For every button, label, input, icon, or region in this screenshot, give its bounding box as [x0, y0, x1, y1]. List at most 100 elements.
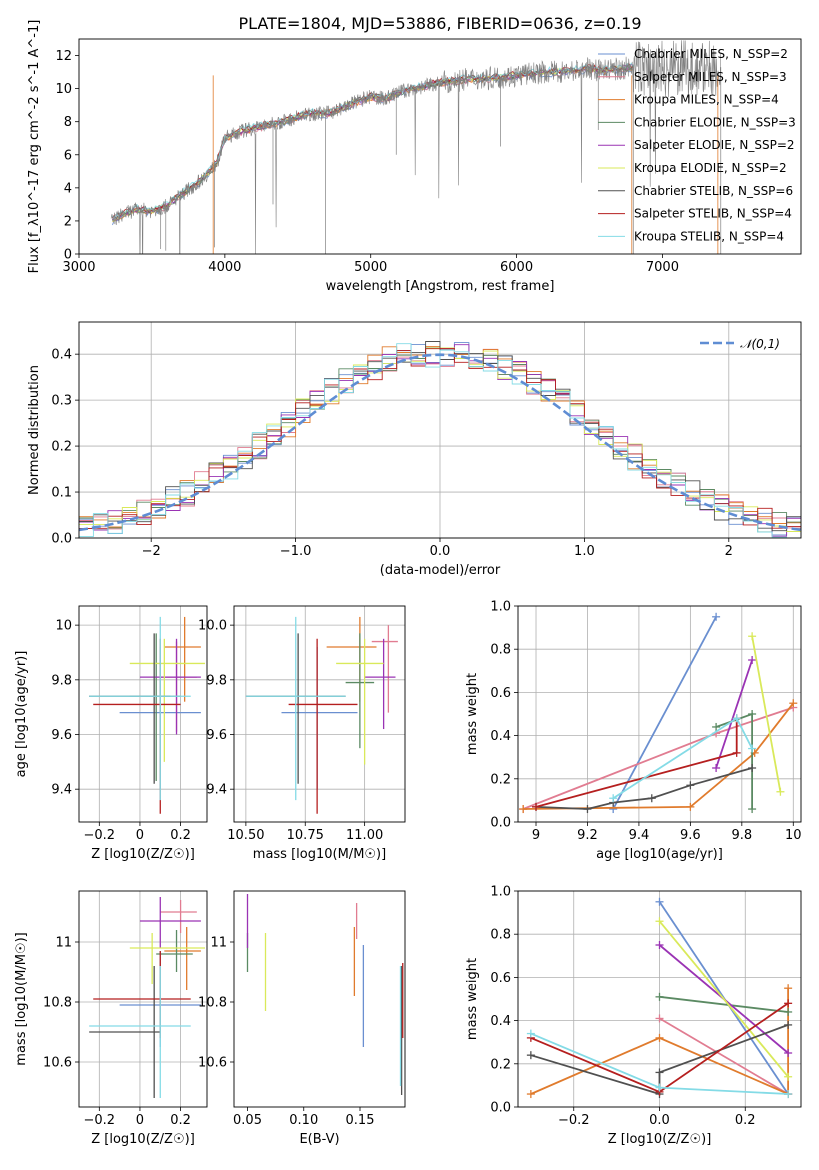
y-tick-label: 0.4 — [51, 348, 72, 363]
model-spectrum-line — [112, 62, 634, 220]
axes-frame — [78, 605, 208, 823]
y-tick-label: 0.8 — [490, 643, 511, 658]
x-tick-label: 0.2 — [735, 1113, 756, 1128]
plot-area — [89, 616, 205, 814]
plot-area — [526, 897, 793, 1099]
x-tick-label: 9.6 — [680, 828, 701, 843]
x-tick-label: 0.0 — [649, 1113, 670, 1128]
x-tick-label: 9.4 — [629, 828, 650, 843]
legend-label: Chabrier STELIB, N_SSP=6 — [634, 184, 793, 198]
x-axis-label: mass [log10(M/M☉)] — [253, 847, 386, 862]
x-axis-label: Z [log10(Z/Z☉)] — [91, 847, 195, 862]
legend-label: Chabrier ELODIE, N_SSP=3 — [634, 115, 796, 129]
x-axis-label: age [log10(age/yr)] — [596, 847, 723, 862]
y-tick-label: 10.8 — [43, 996, 72, 1011]
y-tick-label: 6 — [64, 148, 72, 163]
x-tick-label: 0.15 — [346, 1113, 375, 1128]
model-spectrum-line — [112, 64, 634, 222]
y-tick-label: 9.8 — [206, 673, 227, 688]
y-tick-label: 10.6 — [43, 1056, 72, 1071]
x-tick-label: 3000 — [62, 260, 95, 275]
y-tick-label: 0.2 — [51, 440, 72, 455]
plot-area — [246, 894, 404, 1095]
y-tick-label: 0.0 — [490, 816, 511, 831]
gaussian-reference-line — [79, 353, 801, 532]
weight-line — [530, 988, 789, 1096]
mass-vs-ebv-panel: 0.05 0.10 0.15 10.6 10.8 11 E(B-V) — [198, 890, 406, 1147]
y-tick-label: 0 — [64, 248, 72, 263]
weight-line — [612, 616, 717, 810]
weight-line — [658, 920, 789, 1078]
y-tick-label: 0.2 — [490, 1057, 511, 1072]
plot-area — [519, 612, 798, 814]
y-tick-label: 10 — [55, 82, 72, 97]
y-tick-label: 9.6 — [51, 728, 72, 743]
x-tick-label: −0.2 — [84, 828, 116, 843]
y-tick-label: 10.0 — [198, 619, 227, 634]
y-axis-label: age [log10(age/yr)] — [14, 651, 29, 778]
x-axis-label: Z [log10(Z/Z☉)] — [608, 1132, 712, 1147]
legend-label: Kroupa STELIB, N_SSP=4 — [634, 229, 784, 243]
y-axis-label: mass [log10(M/M☉)] — [14, 932, 29, 1065]
x-tick-label: −0.2 — [558, 1113, 590, 1128]
x-tick-label: 0.2 — [170, 1113, 191, 1128]
y-tick-label: 0.0 — [490, 1101, 511, 1116]
y-tick-label: 12 — [55, 49, 72, 64]
weight-vs-metallicity-panel: −0.2 0.0 0.2 0.0 0.2 0.4 0.6 0.8 1.0 Z [log10(Z/Z… — [465, 885, 802, 1147]
legend-label: Kroupa MILES, N_SSP=4 — [634, 93, 779, 107]
legend-label: Salpeter ELODIE, N_SSP=2 — [634, 138, 795, 152]
weight-line — [612, 717, 753, 799]
plot-area — [89, 897, 205, 1098]
y-tick-label: 9.4 — [51, 783, 72, 798]
y-tick-label: 0.0 — [51, 532, 72, 547]
axes-frame — [78, 890, 208, 1108]
x-tick-label: 0.0 — [430, 544, 451, 559]
x-tick-label: 0 — [136, 1113, 144, 1128]
model-spectrum-line — [112, 66, 634, 226]
weight-line — [659, 995, 789, 1013]
y-tick-label: 11 — [55, 936, 72, 951]
axes-frame — [78, 38, 802, 255]
model-spectrum-line — [112, 64, 634, 222]
model-spectrum-line — [112, 64, 634, 222]
y-tick-label: 11 — [210, 936, 227, 951]
model-spectrum-line — [112, 64, 634, 220]
y-tick-label: 8 — [64, 115, 72, 130]
x-tick-label: 6000 — [500, 260, 533, 275]
x-tick-label: 0.10 — [289, 1113, 318, 1128]
x-tick-label: 4000 — [208, 260, 241, 275]
axes-frame — [517, 605, 802, 823]
residuals-panel: −2 −1.0 0.0 1.0 2 0.0 0.1 0.2 0.3 0.4 (data-model)… — [27, 321, 802, 578]
y-tick-label: 9.6 — [206, 728, 227, 743]
x-tick-label: 5000 — [354, 260, 387, 275]
x-tick-label: 10 — [785, 828, 802, 843]
y-axis-label: Normed distribution — [27, 365, 42, 495]
spectrum-panel: 3000 4000 5000 6000 7000 0 2 4 6 8 10 12 wavelength … — [27, 20, 802, 294]
plot-area — [79, 341, 801, 538]
y-axis-label: mass weight — [465, 673, 480, 755]
y-tick-label: 9.4 — [206, 783, 227, 798]
y-tick-label: 10.6 — [198, 1056, 227, 1071]
axes-frame — [233, 890, 406, 1108]
weight-line — [523, 702, 795, 810]
x-tick-label: 0.05 — [233, 1113, 262, 1128]
y-tick-label: 9.8 — [51, 673, 72, 688]
x-axis-label: E(B-V) — [299, 1132, 339, 1147]
x-tick-label: 10.75 — [287, 828, 324, 843]
model-spectrum-line — [112, 67, 634, 223]
y-tick-label: 0.4 — [490, 1014, 511, 1029]
weight-vs-age-panel: 9 9.2 9.4 9.6 9.8 10 0.0 0.2 0.4 0.6 0.8 1.0 age [lo… — [465, 600, 802, 863]
x-tick-label: 9 — [532, 828, 540, 843]
residual-histogram — [79, 343, 801, 538]
x-tick-label: 10.50 — [227, 828, 264, 843]
y-axis-label: mass weight — [465, 958, 480, 1040]
x-axis-label: Z [log10(Z/Z☉)] — [91, 1132, 195, 1147]
x-axis-label: wavelength [Angstrom, rest frame] — [326, 279, 555, 294]
axes-frame — [233, 605, 406, 823]
y-tick-label: 0.6 — [490, 971, 511, 986]
y-tick-label: 0.2 — [490, 772, 511, 787]
model-spectrum-line — [112, 63, 634, 219]
residual-histogram — [79, 347, 801, 529]
y-tick-label: 2 — [64, 214, 72, 229]
